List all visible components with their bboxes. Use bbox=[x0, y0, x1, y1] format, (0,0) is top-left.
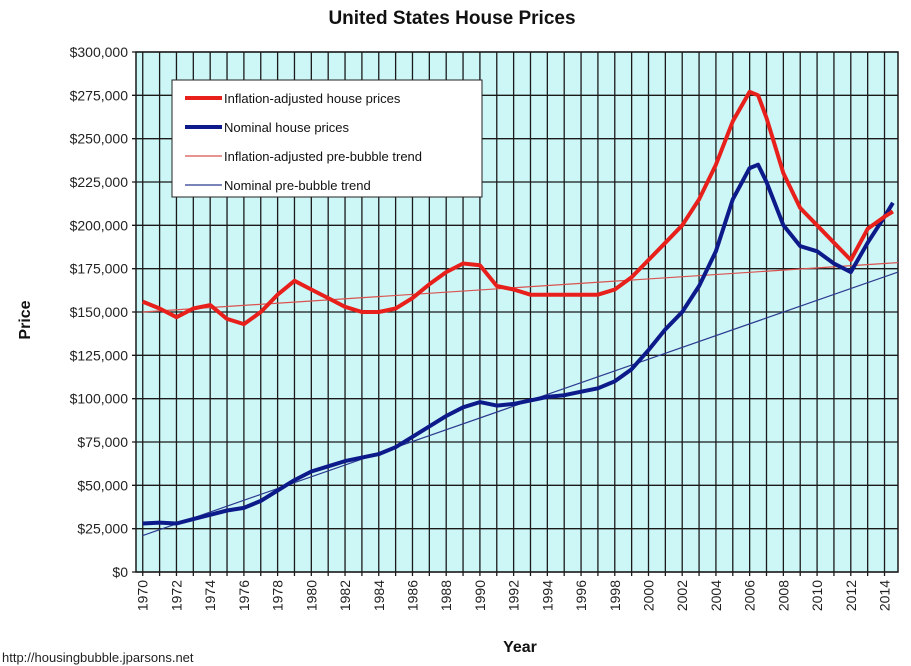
x-tick-label: 1994 bbox=[539, 580, 555, 611]
y-tick-label: $225,000 bbox=[70, 174, 129, 190]
x-tick-label: 1996 bbox=[573, 580, 589, 611]
y-tick-label: $75,000 bbox=[77, 434, 128, 450]
x-tick-label: 2012 bbox=[843, 580, 859, 611]
legend-box bbox=[171, 79, 483, 198]
legend: Inflation-adjusted house prices Nominal h… bbox=[171, 79, 483, 198]
y-axis-label: Price bbox=[17, 300, 34, 339]
y-tick-label: $25,000 bbox=[77, 521, 128, 537]
x-tick-label: 2014 bbox=[877, 580, 893, 611]
x-tick-label: 1990 bbox=[472, 580, 488, 611]
y-tick-label: $175,000 bbox=[70, 261, 129, 277]
y-tick-label: $0 bbox=[112, 564, 128, 580]
y-tick-label: $200,000 bbox=[70, 217, 129, 233]
x-tick-label: 1982 bbox=[337, 580, 353, 611]
nominal-price-line bbox=[142, 162, 895, 526]
y-tick-label: $50,000 bbox=[77, 477, 128, 493]
x-tick-label: 2002 bbox=[674, 580, 690, 611]
x-tick-label: 2004 bbox=[708, 580, 724, 611]
source-url: http://housingbubble.jparsons.net bbox=[2, 650, 194, 665]
x-tick-label: 1970 bbox=[135, 580, 151, 611]
x-tick-label: 1992 bbox=[506, 580, 522, 611]
series-lines bbox=[141, 89, 899, 537]
x-tick-label: 1978 bbox=[270, 580, 286, 611]
y-axis-ticks: $0 $25,000 $50,000 $75,000 $100,000 $125,000 $… bbox=[70, 44, 129, 580]
x-tick-label: 2006 bbox=[742, 580, 758, 611]
inflation-adjusted-price-line bbox=[141, 89, 894, 327]
x-tick-label: 1998 bbox=[607, 580, 623, 611]
y-tick-label: $275,000 bbox=[70, 87, 129, 103]
x-axis-label: Year bbox=[503, 639, 537, 656]
legend-item-nominal: Nominal house prices bbox=[224, 120, 350, 135]
x-tick-label: 1986 bbox=[404, 580, 420, 611]
x-tick-label: 2010 bbox=[809, 580, 825, 611]
x-tick-label: 2000 bbox=[640, 580, 656, 611]
x-tick-label: 1980 bbox=[303, 580, 319, 611]
y-tick-label: $150,000 bbox=[70, 304, 129, 320]
chart-title: United States House Prices bbox=[328, 8, 575, 29]
x-tick-label: 1984 bbox=[371, 580, 387, 611]
y-tick-label: $300,000 bbox=[70, 44, 129, 60]
y-tick-label: $100,000 bbox=[70, 391, 129, 407]
x-tick-label: 1988 bbox=[438, 580, 454, 611]
legend-item-nominal-trend: Nominal pre-bubble trend bbox=[224, 178, 371, 193]
x-tick-label: 1972 bbox=[168, 580, 184, 611]
y-tick-label: $125,000 bbox=[70, 347, 129, 363]
legend-item-inflation-adjusted: Inflation-adjusted house prices bbox=[224, 91, 401, 106]
x-tick-label: 2008 bbox=[775, 580, 791, 611]
y-tick-label: $250,000 bbox=[70, 131, 129, 147]
legend-item-inflation-adjusted-trend: Inflation-adjusted pre-bubble trend bbox=[224, 149, 422, 164]
x-tick-label: 1976 bbox=[236, 580, 252, 611]
x-axis-ticks: 1970 1972 1974 1976 1978 1980 1982 1984 1986 1988… bbox=[135, 580, 893, 611]
x-tick-label: 1974 bbox=[202, 580, 218, 611]
